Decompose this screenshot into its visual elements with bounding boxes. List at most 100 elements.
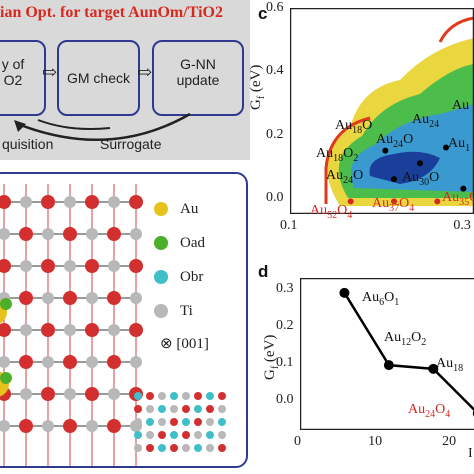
plot-frame [300, 278, 474, 430]
oxygen-atom [0, 323, 11, 337]
anno-au24: Au24 [412, 112, 440, 130]
inset-atom [170, 405, 178, 413]
oxygen-atom [19, 291, 33, 305]
ti-atom [108, 388, 120, 400]
ti-atom [42, 420, 54, 432]
oxygen-atom [85, 387, 99, 401]
ti-atom [0, 228, 10, 240]
oxygen-atom [19, 419, 33, 433]
inset-atom [170, 418, 178, 426]
inset-atom [170, 392, 178, 400]
panel-d-xlabel-partial: I [468, 446, 473, 461]
panel-a-workflow: ian Opt. for target AunOm/TiO2 y of O2 ⇨… [0, 0, 250, 160]
gnn-update-line2: update [176, 72, 220, 88]
inset-atom [182, 431, 190, 439]
x-tick-label: 0 [294, 434, 301, 449]
data-point-red [434, 198, 441, 205]
acquisition-label: quisition [2, 136, 54, 152]
legend-label: Au [180, 200, 199, 217]
y-tick-label: 0.4 [266, 63, 284, 79]
ti-atom [130, 292, 142, 304]
anno-au: Au [452, 98, 470, 113]
inset-atom [146, 444, 154, 452]
y-tick-label: 0.0 [276, 392, 294, 408]
oxygen-atom [107, 419, 121, 433]
x-tick-label: 0.1 [280, 218, 298, 233]
legend-item-oad: Oad [154, 226, 205, 260]
oxygen-atom [0, 195, 11, 209]
oxygen-atom [85, 195, 99, 209]
inset-atom [218, 431, 226, 439]
right-arrow-icon: ⇨ [42, 62, 58, 82]
contour-edge [438, 16, 474, 43]
inset-atom [194, 418, 202, 426]
obr-atom-icon [154, 270, 168, 284]
au-atom-icon [154, 202, 168, 216]
ti-atom [64, 196, 76, 208]
oxygen-atom [85, 323, 99, 337]
ti-atom [86, 356, 98, 368]
ti-atom [20, 388, 32, 400]
ti-atom [64, 324, 76, 336]
y-tick-label: 0.3 [276, 281, 294, 297]
inset-atom [194, 431, 202, 439]
ti-atom [86, 228, 98, 240]
inset-atom [134, 405, 142, 413]
oxygen-atom [85, 259, 99, 273]
inset-atom [206, 405, 214, 413]
anno-au52o4: Au52O4 [310, 203, 353, 221]
y-tick-label: 0.1 [276, 355, 294, 371]
surrogate-label: Surrogate [100, 136, 162, 152]
inset-atom [182, 444, 190, 452]
oxygen-atom [107, 291, 121, 305]
legend-label: Ti [180, 302, 193, 319]
oxygen-atom [41, 259, 55, 273]
anno-au12o2: Au12O2 [384, 330, 427, 348]
ti-atom [108, 196, 120, 208]
inset-atom [158, 431, 166, 439]
x-tick-label: 20 [442, 434, 457, 449]
data-point [428, 363, 439, 374]
anno-au30o: Au30O [402, 170, 440, 188]
data-point-red [391, 198, 397, 205]
dataset-box: y of O2 [0, 40, 46, 116]
oxygen-atom [41, 323, 55, 337]
inset-atom [146, 405, 154, 413]
inset-atom [206, 418, 214, 426]
ti-atom [0, 420, 10, 432]
inset-atom [158, 418, 166, 426]
data-point [382, 147, 389, 154]
oxygen-atom [107, 355, 121, 369]
data-point [339, 287, 350, 298]
x-tick-label: 10 [368, 434, 383, 449]
series-line [343, 292, 474, 412]
inset-atom [170, 431, 178, 439]
panel-c-heatmap [290, 8, 474, 214]
ti-atom [86, 292, 98, 304]
oxygen-atom [129, 259, 143, 273]
inset-atom [158, 405, 166, 413]
ti-atom [86, 420, 98, 432]
inset-atom [158, 392, 166, 400]
gm-check-box: GM check [57, 40, 140, 116]
ti-atom [20, 324, 32, 336]
anno-au18o2: Au18O2 [316, 146, 359, 164]
oad-atom-icon [154, 236, 168, 250]
loop-arrows [14, 112, 191, 142]
panel-d-label: d [258, 262, 269, 281]
panel-d-linechart [300, 278, 474, 430]
panel-c-label: c [258, 4, 268, 23]
ti-atom [130, 356, 142, 368]
anno-au6o1: Au6O1 [362, 290, 400, 308]
oxygen-atom [129, 195, 143, 209]
legend-item-ti: Ti [154, 294, 205, 328]
ti-atom [42, 292, 54, 304]
oxygen-atom [63, 355, 77, 369]
inset-atom [182, 392, 190, 400]
data-point [383, 360, 394, 371]
inset-atom [134, 431, 142, 439]
ti-atom [108, 260, 120, 272]
anno-au35o: Au35O [442, 190, 474, 208]
contour-edge [324, 116, 371, 204]
dataset-box-line1: y of [1, 56, 25, 72]
